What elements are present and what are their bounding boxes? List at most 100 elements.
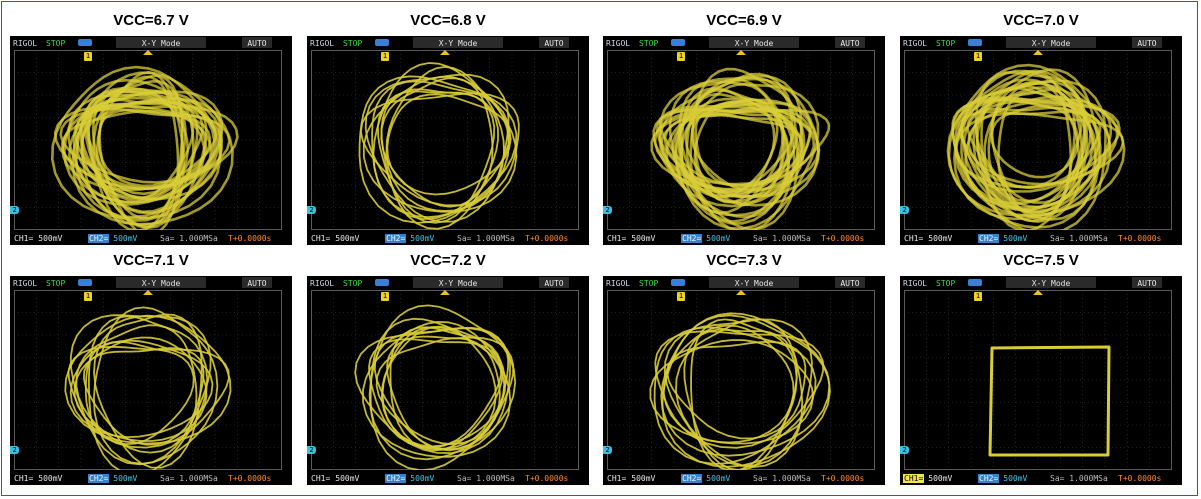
ch2-scale: 500mV bbox=[410, 234, 435, 243]
ch2-scale: 500mV bbox=[706, 234, 731, 243]
panel-caption: VCC=6.8 V bbox=[410, 12, 486, 29]
brand-label: RIGOL bbox=[310, 39, 335, 48]
xy-plot bbox=[904, 50, 1172, 230]
oscilloscope-screen: RIGOL STOP X-Y Mode AUTO 1 2 CH1= 500mV CH2= 500m… bbox=[10, 276, 292, 485]
trigger-offset: T+0.0000s bbox=[1118, 234, 1162, 243]
ch2-readout: CH2= 500mV bbox=[681, 232, 730, 245]
channel2-marker: 2 bbox=[900, 206, 909, 214]
auto-label: AUTO bbox=[835, 277, 865, 288]
attractor-trace bbox=[50, 65, 239, 230]
ch2-readout: CH2= 500mV bbox=[385, 472, 434, 485]
run-state: STOP bbox=[46, 279, 66, 288]
attractor-trace bbox=[358, 62, 520, 230]
ch1-scale: 500mV bbox=[928, 234, 953, 243]
trigger-marker-icon bbox=[143, 290, 153, 295]
auto-label: AUTO bbox=[242, 277, 272, 288]
channel2-marker: 2 bbox=[603, 446, 612, 454]
attractor-trace bbox=[988, 345, 1111, 457]
brand-label: RIGOL bbox=[606, 39, 631, 48]
trigger-offset: T+0.0000s bbox=[821, 474, 865, 483]
battery-icon bbox=[78, 39, 92, 46]
channel1-marker: 1 bbox=[677, 52, 685, 61]
ch1-scale: 500mV bbox=[335, 474, 360, 483]
run-state: STOP bbox=[936, 279, 956, 288]
xy-plot bbox=[311, 50, 579, 230]
scope-panel: VCC=6.9 V RIGOL STOP X-Y Mode AUTO 1 2 CH1= 500m… bbox=[603, 12, 885, 250]
ch1-readout: CH1= 500mV bbox=[310, 232, 359, 245]
trigger-offset: T+0.0000s bbox=[228, 234, 272, 243]
trigger-offset: T+0.0000s bbox=[821, 234, 865, 243]
oscilloscope-screen: RIGOL STOP X-Y Mode AUTO 1 2 CH1= 500mV CH2= 500m… bbox=[900, 276, 1182, 485]
xy-plot bbox=[311, 290, 579, 470]
ch2-label: CH2= bbox=[681, 474, 703, 483]
run-state: STOP bbox=[343, 39, 363, 48]
ch1-readout: CH1= 500mV bbox=[606, 472, 655, 485]
channel-bar: CH1= 500mV CH2= 500mV Sa= 1.000MSa T+0.0000s bbox=[307, 231, 589, 245]
ch1-label: CH1= bbox=[904, 234, 924, 243]
ch1-scale: 500mV bbox=[38, 234, 63, 243]
ch1-readout: CH1= 500mV bbox=[13, 472, 62, 485]
ch1-label: CH1= bbox=[311, 474, 331, 483]
ch1-readout: CH1= 500mV bbox=[903, 232, 952, 245]
oscilloscope-screen: RIGOL STOP X-Y Mode AUTO 1 2 CH1= 500mV CH2= 500m… bbox=[307, 276, 589, 485]
channel1-marker: 1 bbox=[677, 292, 685, 301]
battery-icon bbox=[671, 39, 685, 46]
channel1-marker: 1 bbox=[974, 292, 982, 301]
sample-rate: Sa= 1.000MSa bbox=[160, 234, 218, 243]
channel2-marker: 2 bbox=[603, 206, 612, 214]
mode-label: X-Y Mode bbox=[116, 37, 206, 48]
auto-label: AUTO bbox=[539, 277, 569, 288]
ch1-readout: CH1= 500mV bbox=[903, 472, 952, 485]
ch2-readout: CH2= 500mV bbox=[385, 232, 434, 245]
ch2-scale: 500mV bbox=[706, 474, 731, 483]
channel1-marker: 1 bbox=[381, 292, 389, 301]
ch2-label: CH2= bbox=[88, 234, 110, 243]
channel-bar: CH1= 500mV CH2= 500mV Sa= 1.000MSa T+0.0000s bbox=[900, 471, 1182, 485]
channel2-marker: 2 bbox=[900, 446, 909, 454]
sample-rate: Sa= 1.000MSa bbox=[753, 234, 811, 243]
attractor-trace bbox=[650, 67, 831, 230]
channel-bar: CH1= 500mV CH2= 500mV Sa= 1.000MSa T+0.0000s bbox=[10, 231, 292, 245]
mode-label: X-Y Mode bbox=[413, 37, 503, 48]
channel2-marker: 2 bbox=[10, 446, 19, 454]
xy-plot bbox=[607, 50, 875, 230]
ch1-label: CH1= bbox=[903, 474, 925, 483]
channel-bar: CH1= 500mV CH2= 500mV Sa= 1.000MSa T+0.0000s bbox=[900, 231, 1182, 245]
ch2-label: CH2= bbox=[385, 234, 407, 243]
ch1-label: CH1= bbox=[311, 234, 331, 243]
sample-rate: Sa= 1.000MSa bbox=[753, 474, 811, 483]
oscilloscope-screen: RIGOL STOP X-Y Mode AUTO 1 2 CH1= 500mV CH2= 500m… bbox=[603, 276, 885, 485]
attractor-trace bbox=[354, 304, 517, 470]
scope-panel: VCC=7.1 V RIGOL STOP X-Y Mode AUTO 1 2 CH1= 500m… bbox=[10, 252, 292, 490]
trigger-marker-icon bbox=[1033, 290, 1043, 295]
battery-icon bbox=[968, 279, 982, 286]
auto-label: AUTO bbox=[1132, 277, 1162, 288]
channel2-marker: 2 bbox=[307, 446, 316, 454]
auto-label: AUTO bbox=[242, 37, 272, 48]
attractor-trace bbox=[649, 312, 831, 470]
ch1-readout: CH1= 500mV bbox=[310, 472, 359, 485]
ch2-scale: 500mV bbox=[1003, 234, 1028, 243]
mode-label: X-Y Mode bbox=[709, 277, 799, 288]
ch1-scale: 500mV bbox=[928, 474, 953, 483]
auto-label: AUTO bbox=[539, 37, 569, 48]
ch1-label: CH1= bbox=[14, 234, 34, 243]
scope-panel: VCC=6.7 V RIGOL STOP X-Y Mode AUTO 1 2 CH1= 500m… bbox=[10, 12, 292, 250]
ch1-scale: 500mV bbox=[38, 474, 63, 483]
brand-label: RIGOL bbox=[903, 279, 928, 288]
ch2-label: CH2= bbox=[978, 474, 1000, 483]
run-state: STOP bbox=[639, 39, 659, 48]
battery-icon bbox=[671, 279, 685, 286]
panel-caption: VCC=6.9 V bbox=[706, 12, 782, 29]
trigger-marker-icon bbox=[736, 290, 746, 295]
status-bar: RIGOL STOP X-Y Mode AUTO bbox=[307, 276, 589, 290]
ch2-scale: 500mV bbox=[1003, 474, 1028, 483]
run-state: STOP bbox=[46, 39, 66, 48]
scope-panel: VCC=7.3 V RIGOL STOP X-Y Mode AUTO 1 2 CH1= 500m… bbox=[603, 252, 885, 490]
ch2-readout: CH2= 500mV bbox=[681, 472, 730, 485]
mode-label: X-Y Mode bbox=[1006, 277, 1096, 288]
ch2-scale: 500mV bbox=[113, 234, 138, 243]
panel-caption: VCC=7.0 V bbox=[1003, 12, 1079, 29]
panel-caption: VCC=7.2 V bbox=[410, 252, 486, 269]
